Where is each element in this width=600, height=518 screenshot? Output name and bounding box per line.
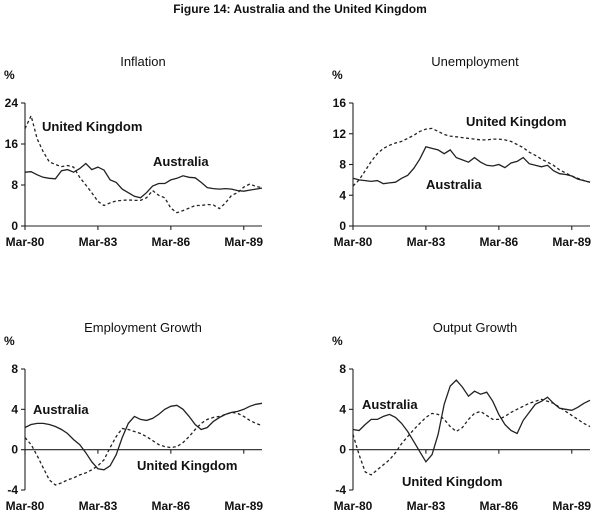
employment-growth-xtick-label: Mar-80 [6,499,45,513]
employment-growth-ytick-label: 0 [11,443,18,457]
output-growth-xtick-label: Mar-83 [407,499,446,513]
inflation-title: Inflation [120,54,166,69]
inflation-australia-label: Australia [153,154,209,169]
unemployment-united-kingdom-line [352,127,591,187]
unemployment-xtick-label: Mar-86 [480,235,519,249]
unemployment-unit-label: % [332,68,343,82]
inflation-xtick-label: Mar-83 [79,235,118,249]
employment-growth-xtick-label: Mar-89 [224,499,263,513]
output-growth-xtick-label: Mar-86 [480,499,519,513]
unemployment-ytick-label: 0 [339,219,346,233]
employment-growth-xtick-label: Mar-83 [79,499,118,513]
inflation-xtick-label: Mar-86 [152,235,191,249]
inflation-australia-line [24,162,263,199]
output-growth-australia-line [352,379,591,463]
unemployment-xtick-label: Mar-83 [407,235,446,249]
employment-growth-title: Employment Growth [84,320,202,335]
inflation-ytick-label: 24 [5,96,19,110]
unemployment-xtick-label: Mar-80 [334,235,373,249]
output-growth-ytick-label: 8 [339,362,346,376]
inflation-xtick-label: Mar-89 [224,235,263,249]
output-growth-united-kingdom-label: United Kingdom [402,474,502,489]
output-growth-ytick-label: 0 [339,443,346,457]
unemployment-xtick-label: Mar-89 [552,235,591,249]
employment-growth-united-kingdom-label: United Kingdom [137,458,237,473]
inflation-ytick-label: 8 [11,178,18,192]
inflation-ytick-label: 16 [5,137,19,151]
employment-growth-unit-label: % [4,334,15,348]
output-growth-unit-label: % [332,334,343,348]
output-growth-xtick-label: Mar-80 [334,499,373,513]
output-growth-title: Output Growth [433,320,518,335]
employment-growth-united-kingdom-line [24,411,263,486]
unemployment-ytick-label: 12 [333,127,347,141]
unemployment-australia-label: Australia [426,177,482,192]
inflation-unit-label: % [4,68,15,82]
output-growth-xtick-label: Mar-89 [552,499,591,513]
unemployment-ytick-label: 4 [339,188,346,202]
employment-growth-ytick-label: -4 [7,483,18,497]
inflation-united-kingdom-label: United Kingdom [42,119,142,134]
output-growth-australia-label: Australia [362,397,418,412]
employment-growth-ytick-label: 4 [11,402,18,416]
inflation-united-kingdom-line [24,113,263,214]
unemployment-ytick-label: 16 [333,96,347,110]
unemployment-australia-line [352,146,591,185]
employment-growth-australia-label: Australia [33,402,89,417]
employment-growth-ytick-label: 8 [11,362,18,376]
output-growth-united-kingdom-line [352,398,591,476]
inflation-ytick-label: 0 [11,219,18,233]
inflation-xtick-label: Mar-80 [6,235,45,249]
output-growth-ytick-label: 4 [339,402,346,416]
figure-title: Figure 14: Australia and the United King… [173,2,427,16]
unemployment-ytick-label: 8 [339,158,346,172]
output-growth-ytick-label: -4 [335,483,346,497]
unemployment-united-kingdom-label: United Kingdom [466,114,566,129]
employment-growth-xtick-label: Mar-86 [152,499,191,513]
unemployment-title: Unemployment [431,54,519,69]
